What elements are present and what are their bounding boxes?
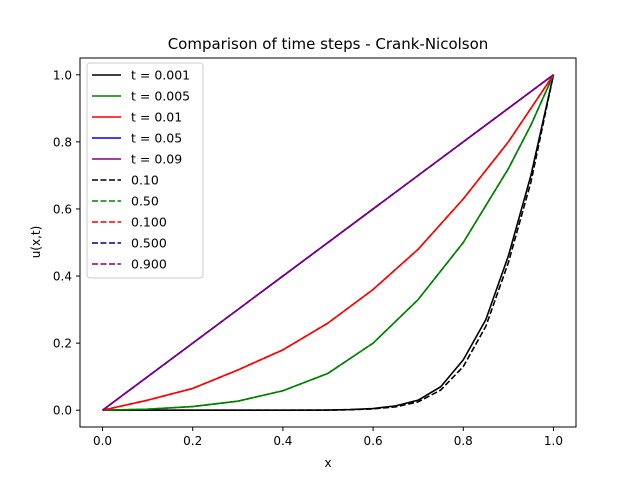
chart-title: Comparison of time steps - Crank-Nicolso…: [168, 35, 489, 53]
series-line-9: [102, 74, 554, 411]
axes-frame: [79, 57, 577, 428]
series-line-7: [102, 74, 555, 412]
legend-label-6: 0.50: [131, 194, 159, 209]
x-axis-ticks: 0.0 0.2 0.4 0.6 0.8 1.0: [93, 427, 563, 448]
plot-area: 0.0 0.2 0.4 0.6 0.8 1.0 0.0 0.2 0.4 0.6 0.8 1.0: [53, 57, 577, 448]
legend: t = 0.001 t = 0.005 t = 0.01 t = 0.05 t = 0.…: [86, 62, 204, 279]
legend-label-1: t = 0.005: [131, 89, 190, 104]
x-tick-label-1: 0.2: [183, 434, 202, 448]
legend-label-2: t = 0.01: [131, 110, 182, 125]
legend-label-0: t = 0.001: [131, 68, 190, 83]
y-tick-label-5: 1.0: [53, 68, 72, 82]
x-tick-label-5: 1.0: [544, 434, 563, 448]
series-layer: [102, 74, 555, 412]
x-tick-label-4: 0.8: [454, 434, 473, 448]
legend-label-4: t = 0.09: [131, 152, 182, 167]
legend-label-5: 0.10: [131, 173, 159, 188]
y-tick-label-2: 0.4: [53, 270, 72, 284]
y-tick-label-3: 0.6: [53, 202, 72, 216]
x-tick-label-0: 0.0: [93, 434, 112, 448]
y-tick-label-4: 0.8: [53, 135, 72, 149]
x-axis-label: x: [324, 456, 331, 470]
legend-label-7: 0.100: [131, 215, 167, 230]
y-axis-label: u(x,t): [29, 226, 43, 259]
legend-label-8: 0.500: [131, 236, 167, 251]
legend-label-9: 0.900: [131, 257, 167, 272]
y-tick-label-1: 0.2: [53, 337, 72, 351]
y-tick-label-0: 0.0: [53, 404, 72, 418]
x-tick-label-2: 0.4: [273, 434, 292, 448]
series-line-6: [102, 74, 555, 412]
y-axis-ticks: 0.0 0.2 0.4 0.6 0.8 1.0: [53, 68, 80, 418]
x-tick-label-3: 0.6: [364, 434, 383, 448]
series-line-5: [102, 74, 555, 412]
legend-entries: t = 0.001 t = 0.005 t = 0.01 t = 0.05 t = 0.…: [92, 68, 190, 272]
legend-label-3: t = 0.05: [131, 131, 182, 146]
